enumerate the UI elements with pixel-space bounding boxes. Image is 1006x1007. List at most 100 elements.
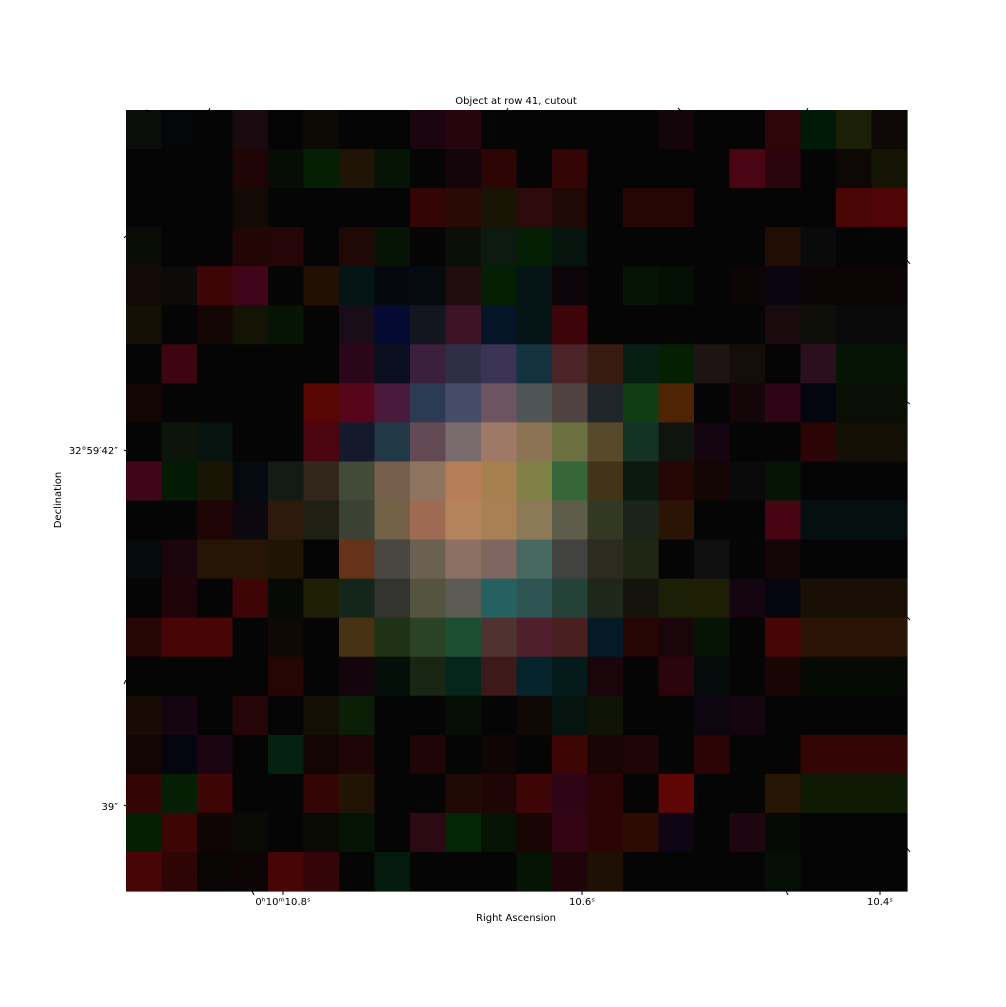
image-pixel: [445, 188, 482, 228]
image-pixel: [658, 383, 695, 423]
image-pixel: [516, 695, 553, 736]
image-pixel: [871, 851, 908, 892]
image-pixel: [729, 812, 766, 853]
image-pixel: [516, 812, 553, 853]
image-pixel: [268, 266, 305, 306]
image-pixel: [374, 110, 411, 150]
image-pixel: [552, 422, 589, 463]
image-pixel: [126, 227, 163, 267]
image-pixel: [552, 383, 589, 423]
image-pixel: [516, 110, 553, 150]
image-pixel: [552, 734, 589, 775]
image-pixel: [445, 305, 482, 345]
image-pixel: [410, 110, 447, 150]
image-pixel: [410, 500, 447, 541]
image-pixel: [623, 422, 660, 463]
image-pixel: [410, 227, 447, 267]
image-pixel: [694, 539, 731, 580]
image-pixel: [197, 149, 234, 189]
image-pixel: [729, 266, 766, 306]
image-pixel: [587, 305, 624, 345]
image-pixel: [268, 383, 305, 423]
image-pixel: [268, 305, 305, 345]
image-pixel: [232, 734, 269, 775]
image-pixel: [374, 617, 411, 658]
image-pixel: [268, 110, 305, 150]
image-pixel: [339, 188, 376, 228]
image-pixel: [765, 812, 802, 853]
image-pixel: [765, 773, 802, 814]
image-pixel: [268, 461, 305, 502]
image-pixel: [374, 266, 411, 306]
image-pixel: [800, 188, 837, 228]
image-pixel: [658, 617, 695, 658]
image-pixel: [765, 422, 802, 463]
image-pixel: [658, 578, 695, 619]
image-pixel: [303, 227, 340, 267]
image-pixel: [552, 812, 589, 853]
image-pixel: [197, 773, 234, 814]
image-pixel: [729, 734, 766, 775]
image-pixel: [232, 812, 269, 853]
image-pixel: [765, 305, 802, 345]
image-pixel: [303, 461, 340, 502]
image-pixel: [800, 695, 837, 736]
image-pixel: [658, 422, 695, 463]
image-pixel: [303, 149, 340, 189]
image-pixel: [445, 695, 482, 736]
image-pixel: [658, 773, 695, 814]
image-pixel: [410, 149, 447, 189]
image-pixel: [694, 773, 731, 814]
image-pixel: [658, 734, 695, 775]
image-pixel: [303, 539, 340, 580]
image-pixel: [481, 656, 518, 697]
image-pixel: [516, 422, 553, 463]
image-pixel: [126, 812, 163, 853]
image-pixel: [587, 383, 624, 423]
image-pixel: [729, 305, 766, 345]
image-pixel: [161, 383, 198, 423]
image-pixel: [481, 266, 518, 306]
image-pixel: [516, 188, 553, 228]
image-pixel: [410, 773, 447, 814]
image-pixel: [871, 695, 908, 736]
image-pixel: [303, 422, 340, 463]
image-pixel: [161, 812, 198, 853]
image-pixel: [126, 188, 163, 228]
image-pixel: [268, 539, 305, 580]
image-pixel: [197, 461, 234, 502]
image-pixel: [552, 617, 589, 658]
image-pixel: [658, 539, 695, 580]
image-pixel: [445, 734, 482, 775]
image-pixel: [623, 110, 660, 150]
image-pixel: [516, 578, 553, 619]
image-pixel: [765, 110, 802, 150]
y-tick-label-1: 32°59′42″: [69, 446, 118, 457]
image-pixel: [800, 383, 837, 423]
image-pixel: [339, 578, 376, 619]
image-pixel: [445, 812, 482, 853]
image-pixel: [374, 188, 411, 228]
image-pixel: [410, 461, 447, 502]
image-pixel: [836, 656, 873, 697]
image-pixel: [694, 110, 731, 150]
image-cutout: [126, 110, 908, 892]
image-pixel: [800, 851, 837, 892]
image-pixel: [658, 695, 695, 736]
image-pixel: [268, 617, 305, 658]
image-pixel: [481, 188, 518, 228]
image-pixel: [161, 734, 198, 775]
image-pixel: [481, 617, 518, 658]
image-pixel: [268, 344, 305, 384]
image-pixel: [374, 422, 411, 463]
image-pixel: [800, 578, 837, 619]
image-pixel: [871, 812, 908, 853]
image-pixel: [765, 149, 802, 189]
image-pixel: [339, 344, 376, 384]
image-pixel: [445, 149, 482, 189]
image-pixel: [197, 734, 234, 775]
image-pixel: [800, 773, 837, 814]
image-pixel: [197, 110, 234, 150]
image-pixel: [800, 734, 837, 775]
image-pixel: [623, 695, 660, 736]
